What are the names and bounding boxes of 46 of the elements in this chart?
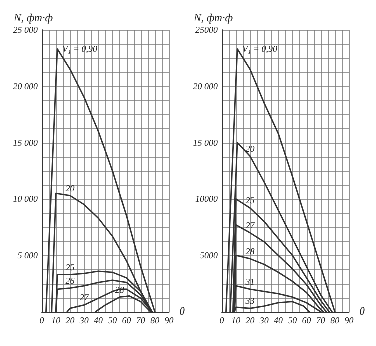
- series-label: 27: [246, 220, 256, 231]
- y-tick-label: 10 000: [13, 194, 38, 204]
- series-label: 25: [246, 196, 256, 206]
- x-tick-label: 60: [302, 316, 312, 326]
- series-label: 27: [80, 292, 90, 303]
- series-label: V₁ = 0,90: [242, 44, 278, 54]
- x-tick-label: 50: [288, 316, 298, 326]
- y-tick-label: 25 000: [13, 25, 38, 35]
- x-tick-label: 20: [246, 316, 256, 326]
- x-tick-label: 30: [258, 316, 270, 326]
- x-tick-label: 10: [232, 316, 242, 326]
- y-tick-label: 15 000: [13, 138, 38, 148]
- x-tick-label: 90: [344, 316, 354, 326]
- x-tick-label: 80: [330, 316, 340, 326]
- x-tick-label: 50: [108, 316, 118, 326]
- series-label: 33: [244, 296, 256, 306]
- x-tick-label: 30: [78, 316, 90, 326]
- y-tick-label: 15 000: [193, 138, 218, 148]
- x-tick-label: 80: [150, 316, 160, 326]
- y-tick-label: 20 000: [193, 81, 218, 92]
- x-tick-label: 10: [52, 316, 62, 326]
- y-axis-title: N, фт·ф: [13, 12, 54, 24]
- series-label: 20: [66, 183, 76, 194]
- y-tick-label: 25000: [196, 25, 218, 35]
- y-tick-label: 20 000: [13, 81, 38, 92]
- y-tick-label: 5000: [200, 250, 218, 261]
- series-label: 31: [244, 276, 255, 287]
- x-tick-label: 0: [220, 316, 225, 326]
- x-tick-label: 70: [316, 316, 326, 326]
- x-tick-label: 0: [40, 316, 45, 326]
- series-label: 25: [66, 262, 76, 272]
- series-label: V₁ = 0,90: [62, 44, 98, 54]
- series-label: 26: [66, 276, 76, 286]
- y-tick-label: 5 000: [18, 250, 38, 261]
- x-tick-label: 40: [94, 316, 104, 326]
- series-label: 20: [246, 144, 256, 154]
- x-tick-label: 40: [274, 316, 284, 326]
- y-axis-title: N, фт·ф: [193, 12, 234, 24]
- x-tick-label: 70: [136, 316, 146, 326]
- x-tick-label: 20: [66, 316, 76, 326]
- y-tick-label: 10000: [196, 194, 218, 204]
- series-label: 28: [246, 246, 256, 256]
- x-tick-label: 90: [164, 316, 174, 326]
- x-axis-title: θ: [180, 306, 186, 318]
- x-tick-label: 60: [122, 316, 132, 326]
- x-axis-title: θ: [360, 306, 366, 318]
